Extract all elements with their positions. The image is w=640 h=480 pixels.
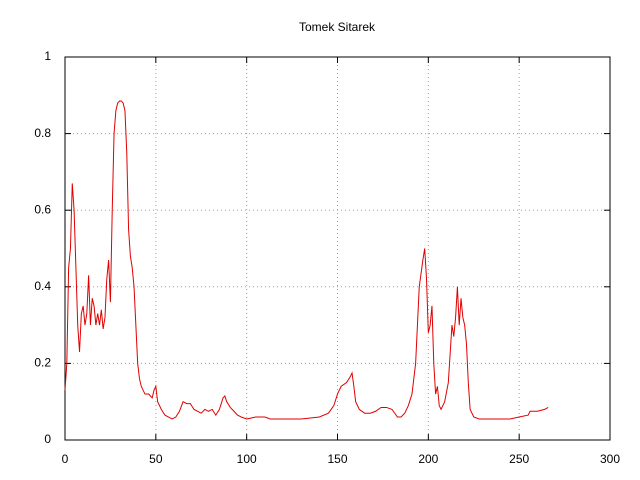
data-line: [64, 100, 549, 420]
chart-title: Tomek Sitarek: [299, 20, 376, 34]
x-tick-label: 100: [237, 452, 257, 466]
plot-frame: [64, 56, 611, 441]
x-tick-label: 250: [509, 452, 529, 466]
y-tick-label: 0.6: [34, 202, 51, 216]
y-tick-label: 0.8: [34, 126, 51, 140]
y-tick-label: 0.2: [34, 356, 51, 370]
x-tick-label: 150: [327, 452, 347, 466]
y-tick-label: 0: [44, 432, 51, 446]
x-tick-label: 300: [600, 452, 620, 466]
y-tick-label: 0.4: [34, 279, 51, 293]
x-tick-label: 50: [149, 452, 163, 466]
y-tick-label: 1: [44, 49, 51, 63]
x-tick-label: 0: [62, 452, 69, 466]
x-tick-label: 200: [418, 452, 438, 466]
